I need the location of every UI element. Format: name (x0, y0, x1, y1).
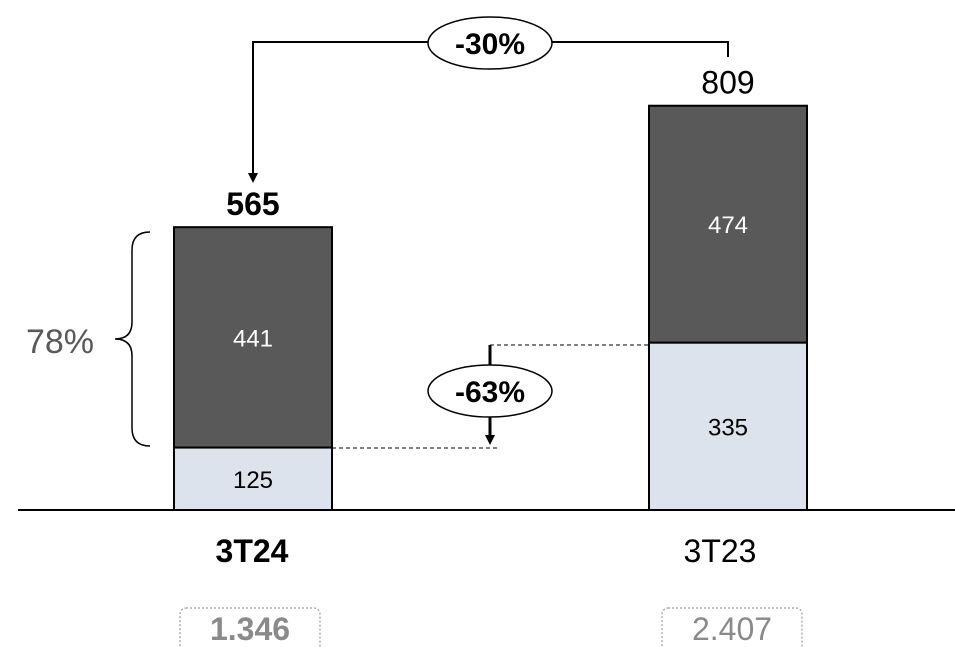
footer-value-box (661, 607, 803, 647)
share-brace (114, 231, 151, 447)
footer-value-box (179, 607, 321, 647)
base-change-bubble (427, 364, 553, 418)
footer-value: 1.346 (210, 611, 290, 647)
segment-data-label: 474 (708, 212, 748, 239)
share-label: 78% (26, 323, 94, 361)
footer-value: 2.407 (692, 611, 772, 647)
category-tick-label: 3T23 (684, 533, 757, 569)
bar-segment (648, 104, 808, 344)
bar-total-label: 565 (226, 186, 279, 222)
base-change-label: -63% (455, 376, 525, 409)
total-change-bubble (427, 16, 553, 70)
segment-data-label: 335 (708, 414, 748, 441)
total-change-label: -30% (455, 28, 525, 61)
bar-total-label: 809 (701, 65, 754, 101)
bar-segment (173, 226, 333, 449)
bar-segment (173, 446, 333, 512)
bar-segment (648, 341, 808, 511)
segment-data-label: 125 (233, 467, 273, 494)
segment-data-label: 441 (233, 325, 273, 352)
category-tick-label: 3T24 (216, 533, 289, 569)
